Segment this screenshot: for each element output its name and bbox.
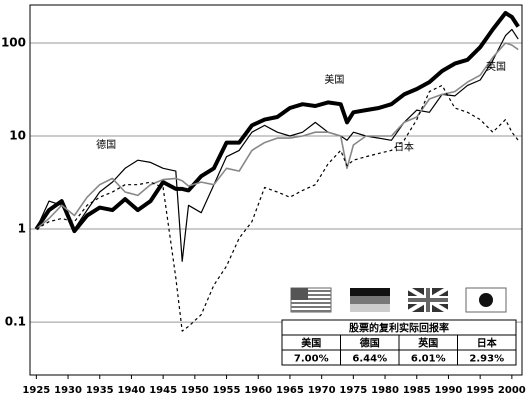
table-header: 美国 [301,337,321,350]
x-tick-label: 1985 [403,385,431,396]
x-tick-label: 1975 [339,385,367,396]
table-header: 德国 [359,337,380,350]
x-tick-label: 1965 [276,385,304,396]
series-line [35,42,519,230]
x-tick-label: 1995 [466,385,494,396]
table-header: 日本 [477,337,498,350]
annotation: 英国 [486,60,506,73]
series-line [35,84,519,332]
table-value: 6.44% [352,354,387,365]
x-tick-label: 1940 [118,385,146,396]
flags [290,286,507,314]
y-tick-label: 100 [1,35,26,49]
plot-frame [29,4,523,376]
x-tick-label: 1990 [435,385,463,396]
table-title: 股票的复利实际回报率 [349,322,449,335]
annotation: 德国 [96,138,116,151]
x-tick-label: 1960 [244,385,272,396]
jp-flag [465,287,507,313]
table-value: 6.01% [411,354,446,365]
x-tick-label: 1955 [213,385,241,396]
x-tick-label: 1930 [54,385,82,396]
series-line [34,11,520,234]
annotation: 日本 [394,141,414,154]
table-header: 英国 [417,337,438,350]
us-flag [290,287,332,313]
x-tick-label: 1950 [181,385,209,396]
table-value: 2.93% [469,354,504,365]
x-tick-label: 1935 [86,385,114,396]
y-tick-label: 1 [18,222,26,236]
x-tick-label: 1970 [308,385,336,396]
x-tick-label: 1980 [371,385,399,396]
y-tick-label: 10 [9,129,26,143]
table-value: 7.00% [294,354,329,365]
x-tick-label: 2000 [498,385,526,396]
de-flag [350,288,390,312]
x-tick-label: 1925 [22,385,50,396]
x-tick-label: 1945 [149,385,177,396]
y-tick-label: 0.1 [5,315,26,329]
uk-flag [406,286,450,314]
annotation: 美国 [324,73,344,86]
